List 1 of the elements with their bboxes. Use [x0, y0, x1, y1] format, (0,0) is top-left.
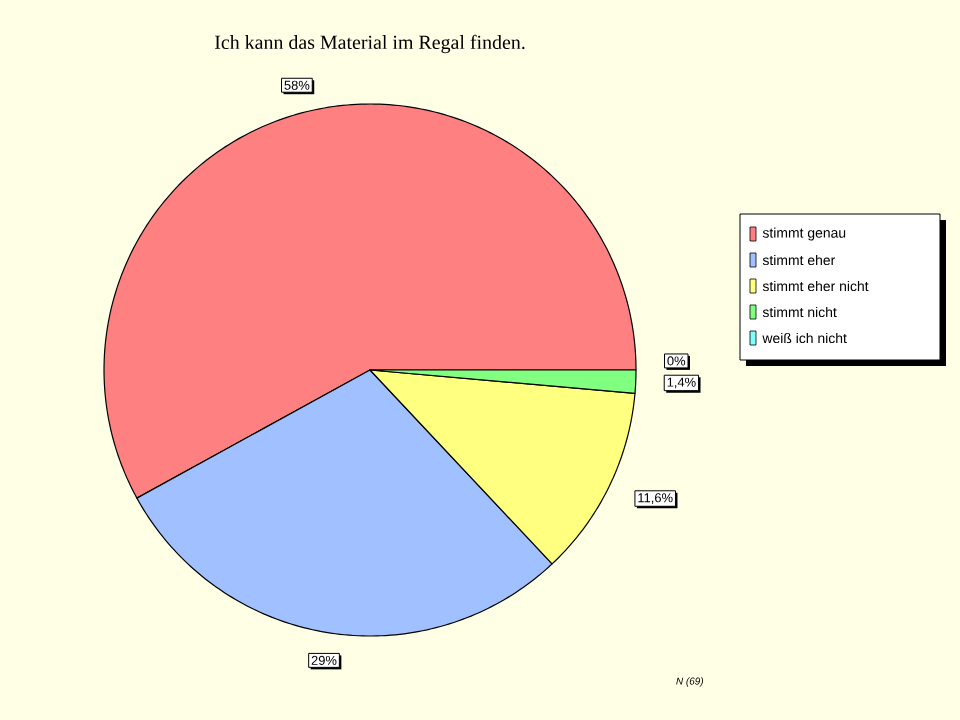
chart-title: Ich kann das Material im Regal finden.: [214, 34, 525, 54]
